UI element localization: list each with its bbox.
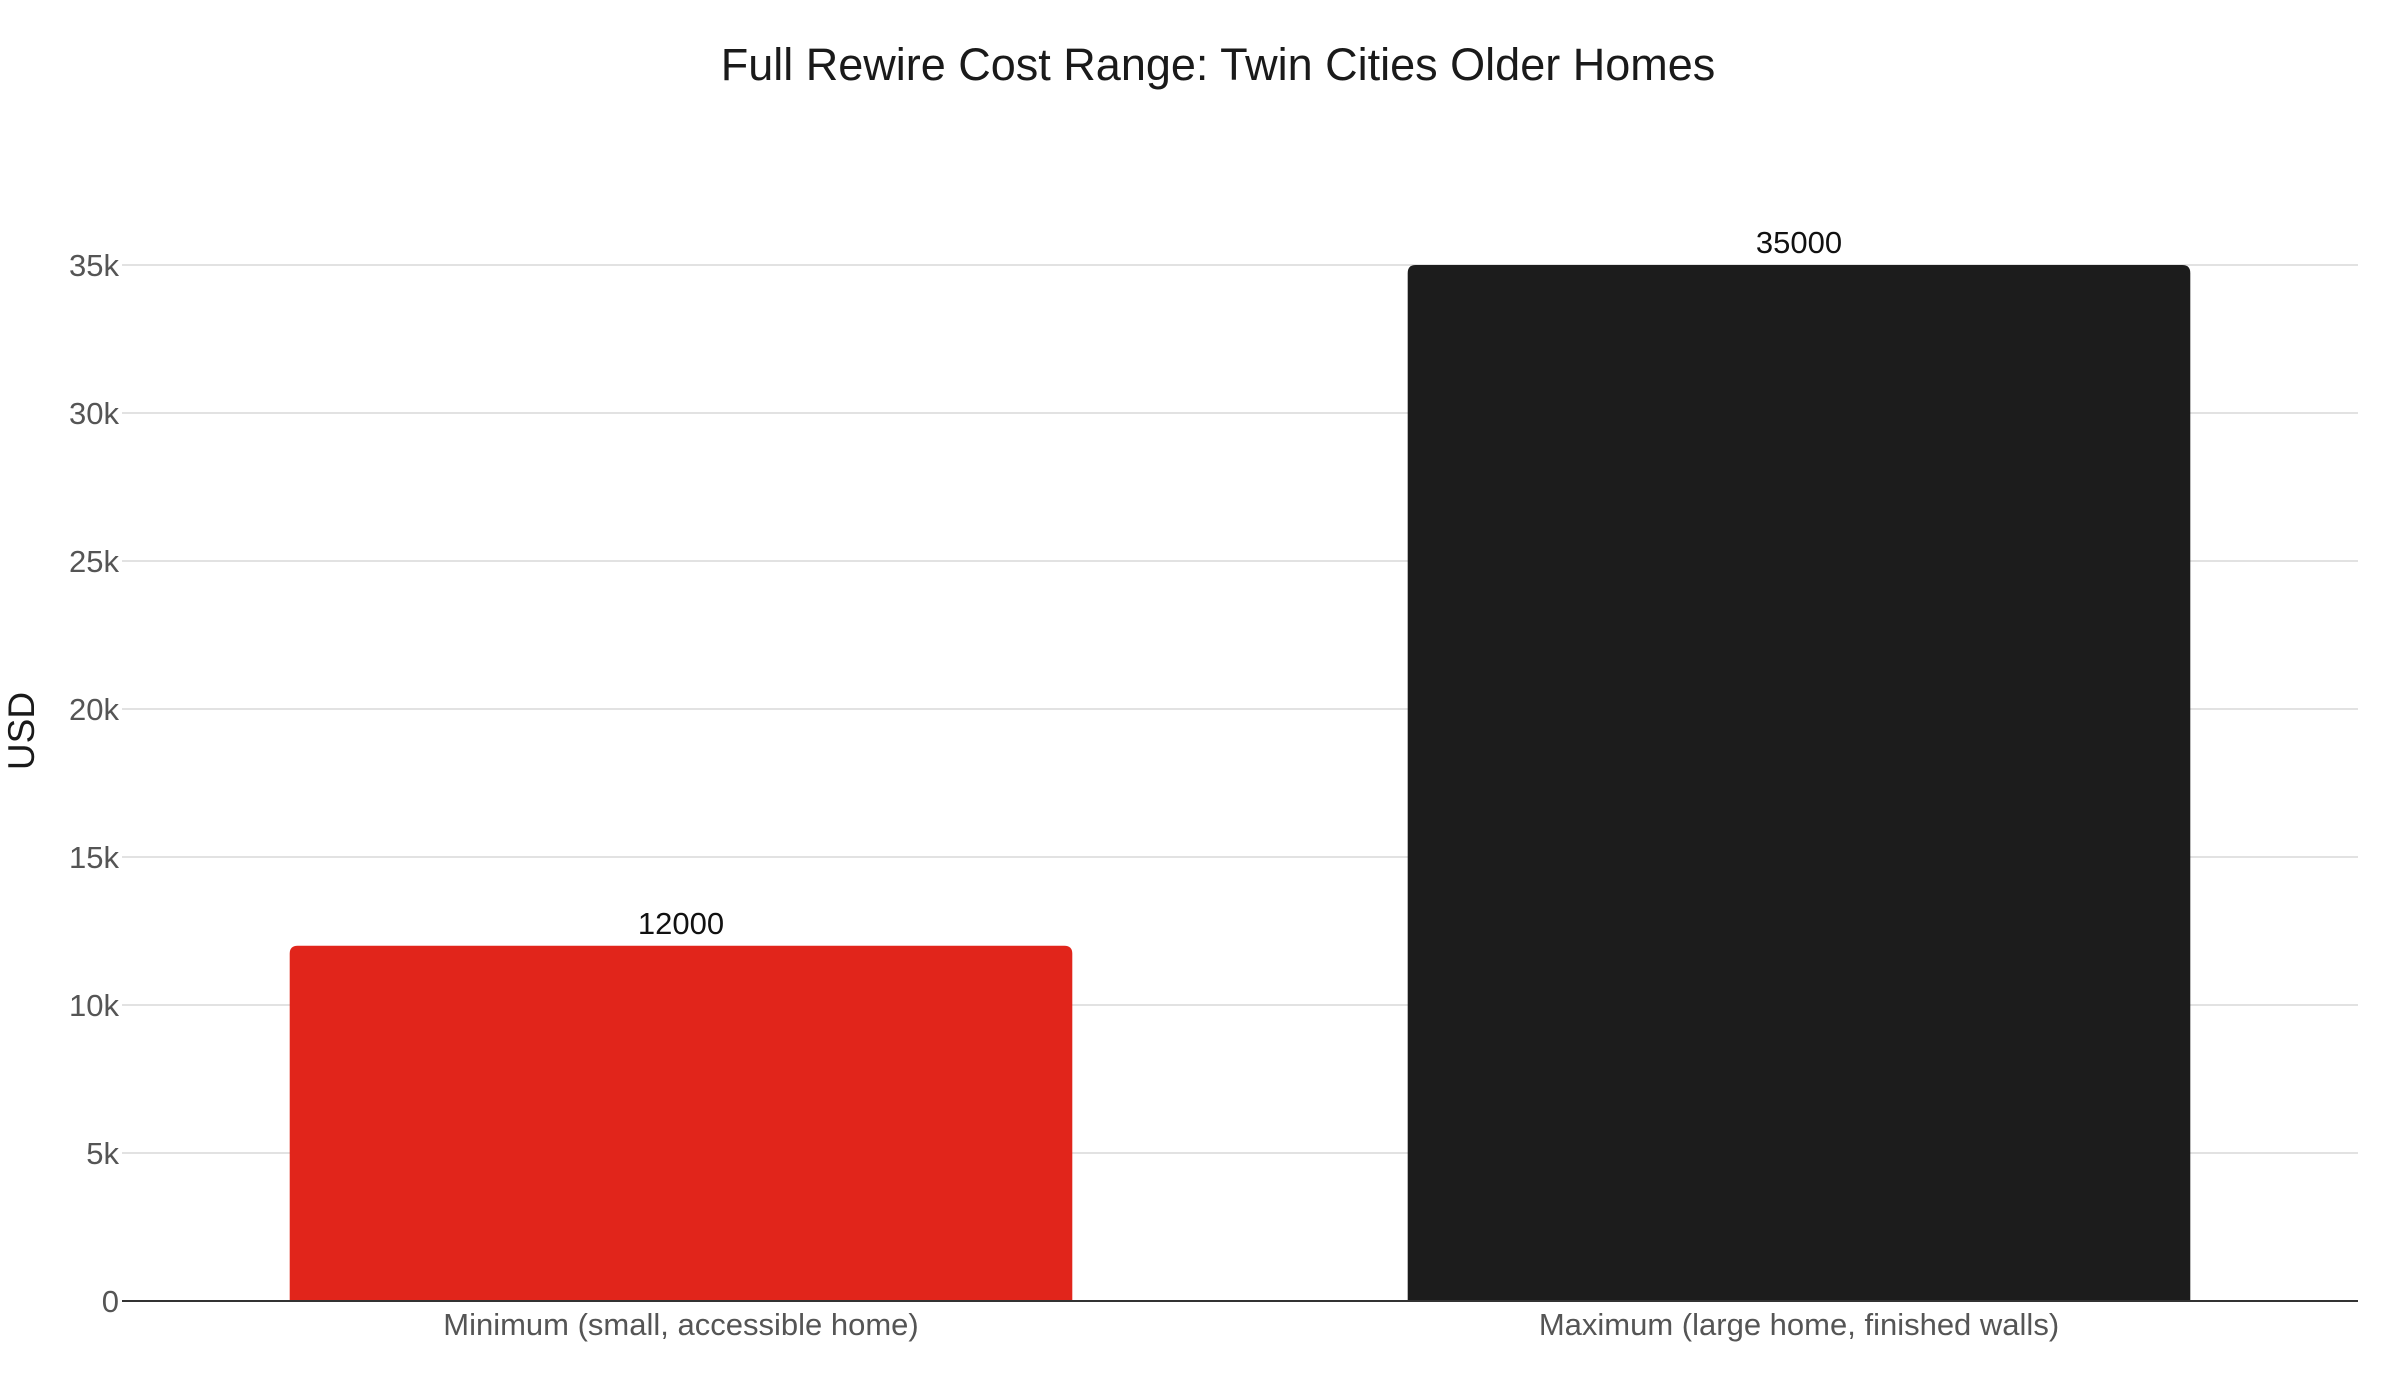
y-tick-label: 15k [69,840,119,875]
y-tick-label: 0 [102,1284,119,1319]
bar-value-labels: 12000 35000 [638,225,1842,941]
y-tick-label: 5k [86,1136,119,1171]
y-axis-title: USD [1,692,42,770]
chart-title: Full Rewire Cost Range: Twin Cities Olde… [721,39,1716,90]
y-tick-label: 20k [69,692,119,727]
y-tick-label: 30k [69,396,119,431]
bars [289,265,2191,1301]
y-tick-label: 35k [69,248,119,283]
bar-maximum [1407,265,2191,1301]
x-axis-ticks: Minimum (small, accessible home) Maximum … [443,1307,2059,1342]
y-tick-label: 10k [69,988,119,1023]
x-tick-label: Minimum (small, accessible home) [443,1307,918,1342]
bar-value-label: 35000 [1756,225,1842,260]
bar-value-label: 12000 [638,906,724,941]
bar-minimum [289,945,1073,1301]
x-tick-label: Maximum (large home, finished walls) [1539,1307,2059,1342]
y-tick-label: 25k [69,544,119,579]
y-axis-ticks: 0 5k 10k 15k 20k 25k 30k 35k [69,248,119,1319]
